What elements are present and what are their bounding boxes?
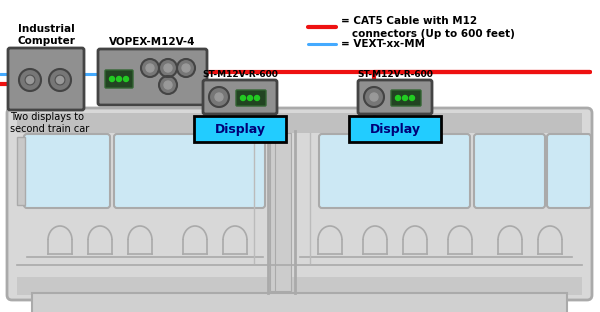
Text: = VEXT-xx-MM: = VEXT-xx-MM: [341, 39, 425, 49]
FancyBboxPatch shape: [349, 116, 441, 142]
Circle shape: [254, 95, 260, 100]
Circle shape: [159, 76, 177, 94]
Text: Display: Display: [215, 123, 265, 135]
Circle shape: [159, 59, 177, 77]
Bar: [17, 113, 582, 133]
FancyBboxPatch shape: [236, 90, 266, 106]
Circle shape: [55, 75, 65, 85]
Bar: [17, 277, 582, 295]
FancyBboxPatch shape: [114, 134, 265, 208]
Circle shape: [124, 76, 128, 81]
Circle shape: [164, 81, 172, 89]
Text: Industrial
Computer: Industrial Computer: [17, 24, 75, 46]
FancyBboxPatch shape: [203, 80, 277, 114]
FancyBboxPatch shape: [8, 48, 84, 110]
Circle shape: [25, 75, 35, 85]
Bar: [270, 133, 286, 291]
Text: connectors (Up to 600 feet): connectors (Up to 600 feet): [341, 29, 515, 39]
Circle shape: [370, 93, 378, 101]
Circle shape: [19, 69, 41, 91]
Text: = CAT5 Cable with M12: = CAT5 Cable with M12: [341, 16, 477, 26]
FancyBboxPatch shape: [547, 134, 591, 208]
Circle shape: [182, 64, 190, 72]
FancyBboxPatch shape: [358, 80, 432, 114]
Circle shape: [364, 87, 384, 107]
Circle shape: [215, 93, 223, 101]
FancyBboxPatch shape: [7, 108, 592, 300]
Circle shape: [395, 95, 401, 100]
Circle shape: [403, 95, 407, 100]
Circle shape: [209, 87, 229, 107]
Text: Display: Display: [370, 123, 421, 135]
Text: VOPEX-M12V-4: VOPEX-M12V-4: [109, 37, 196, 47]
FancyBboxPatch shape: [98, 49, 207, 105]
FancyBboxPatch shape: [391, 90, 421, 106]
Text: ST-M12V-R-600: ST-M12V-R-600: [202, 70, 278, 79]
Circle shape: [141, 59, 159, 77]
Circle shape: [248, 95, 253, 100]
Text: Two displays to
second train car: Two displays to second train car: [10, 112, 89, 134]
FancyBboxPatch shape: [194, 116, 286, 142]
Bar: [17, 137, 25, 205]
Text: ST-M12V-R-600: ST-M12V-R-600: [357, 70, 433, 79]
Circle shape: [409, 95, 415, 100]
Circle shape: [241, 95, 245, 100]
Circle shape: [110, 76, 115, 81]
FancyBboxPatch shape: [105, 70, 133, 88]
Circle shape: [116, 76, 121, 81]
Circle shape: [164, 64, 172, 72]
Circle shape: [177, 59, 195, 77]
Circle shape: [146, 64, 154, 72]
Bar: [32, 293, 567, 312]
FancyBboxPatch shape: [319, 134, 470, 208]
FancyBboxPatch shape: [24, 134, 110, 208]
Circle shape: [49, 69, 71, 91]
Bar: [275, 133, 291, 291]
FancyBboxPatch shape: [474, 134, 545, 208]
